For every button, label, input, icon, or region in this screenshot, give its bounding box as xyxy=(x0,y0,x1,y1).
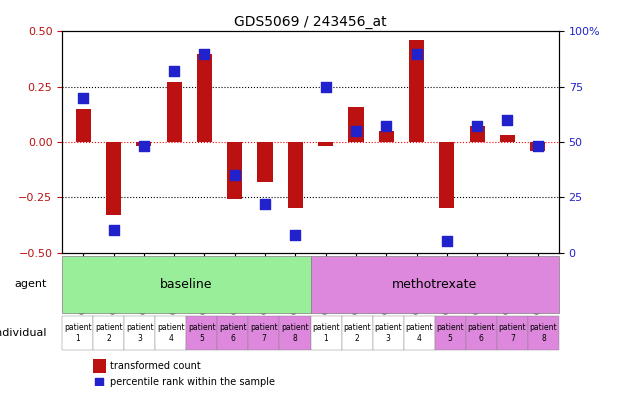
Text: patient
5: patient 5 xyxy=(437,323,464,343)
Bar xyxy=(530,142,545,151)
Bar xyxy=(379,131,394,142)
Text: patient
7: patient 7 xyxy=(250,323,278,343)
Text: patient
1: patient 1 xyxy=(64,323,91,343)
Point xyxy=(442,238,452,244)
Point xyxy=(260,201,270,207)
FancyBboxPatch shape xyxy=(186,316,217,350)
Point xyxy=(320,84,330,90)
Bar xyxy=(348,107,363,142)
Text: patient
6: patient 6 xyxy=(219,323,247,343)
Text: patient
7: patient 7 xyxy=(499,323,526,343)
Text: agent: agent xyxy=(14,279,47,289)
FancyBboxPatch shape xyxy=(62,256,310,312)
Text: patient
5: patient 5 xyxy=(188,323,215,343)
Text: patient
4: patient 4 xyxy=(406,323,433,343)
Point xyxy=(472,123,482,130)
Point xyxy=(533,143,543,149)
Bar xyxy=(288,142,303,208)
Text: patient
8: patient 8 xyxy=(281,323,309,343)
Text: patient
3: patient 3 xyxy=(374,323,402,343)
Text: patient
8: patient 8 xyxy=(530,323,557,343)
Text: methotrexate: methotrexate xyxy=(392,277,478,290)
Text: baseline: baseline xyxy=(160,277,212,290)
Bar xyxy=(93,359,106,373)
FancyBboxPatch shape xyxy=(155,316,186,350)
Bar xyxy=(469,127,484,142)
Text: patient
2: patient 2 xyxy=(343,323,371,343)
Point xyxy=(230,172,240,178)
FancyBboxPatch shape xyxy=(124,316,155,350)
FancyBboxPatch shape xyxy=(93,316,124,350)
Bar xyxy=(197,53,212,142)
FancyBboxPatch shape xyxy=(217,316,248,350)
Bar xyxy=(137,142,152,146)
Point xyxy=(502,117,512,123)
Bar xyxy=(318,142,333,146)
Text: patient
6: patient 6 xyxy=(468,323,495,343)
FancyBboxPatch shape xyxy=(342,316,373,350)
Point xyxy=(169,68,179,74)
Point xyxy=(291,231,301,238)
FancyBboxPatch shape xyxy=(310,316,342,350)
Text: transformed count: transformed count xyxy=(111,361,201,371)
FancyBboxPatch shape xyxy=(435,316,466,350)
FancyBboxPatch shape xyxy=(404,316,435,350)
FancyBboxPatch shape xyxy=(466,316,497,350)
Text: patient
4: patient 4 xyxy=(157,323,184,343)
FancyBboxPatch shape xyxy=(310,256,559,312)
Text: patient
2: patient 2 xyxy=(95,323,122,343)
Point xyxy=(139,143,149,149)
Point xyxy=(351,128,361,134)
Point xyxy=(109,227,119,233)
FancyBboxPatch shape xyxy=(248,316,279,350)
Title: GDS5069 / 243456_at: GDS5069 / 243456_at xyxy=(234,15,387,29)
FancyBboxPatch shape xyxy=(279,316,310,350)
Bar xyxy=(409,40,424,142)
Bar xyxy=(76,109,91,142)
Point xyxy=(78,95,88,101)
Bar xyxy=(166,82,182,142)
Text: patient
3: patient 3 xyxy=(126,323,153,343)
FancyBboxPatch shape xyxy=(528,316,559,350)
Bar xyxy=(500,135,515,142)
FancyBboxPatch shape xyxy=(62,316,93,350)
FancyBboxPatch shape xyxy=(373,316,404,350)
Bar xyxy=(258,142,273,182)
Bar xyxy=(439,142,455,208)
Point xyxy=(94,378,104,385)
Text: patient
1: patient 1 xyxy=(312,323,340,343)
Text: individual: individual xyxy=(0,328,47,338)
Point xyxy=(381,123,391,130)
Point xyxy=(199,50,209,57)
FancyBboxPatch shape xyxy=(497,316,528,350)
Text: percentile rank within the sample: percentile rank within the sample xyxy=(111,376,275,387)
Point xyxy=(412,50,422,57)
Bar xyxy=(106,142,121,215)
Bar xyxy=(227,142,242,199)
